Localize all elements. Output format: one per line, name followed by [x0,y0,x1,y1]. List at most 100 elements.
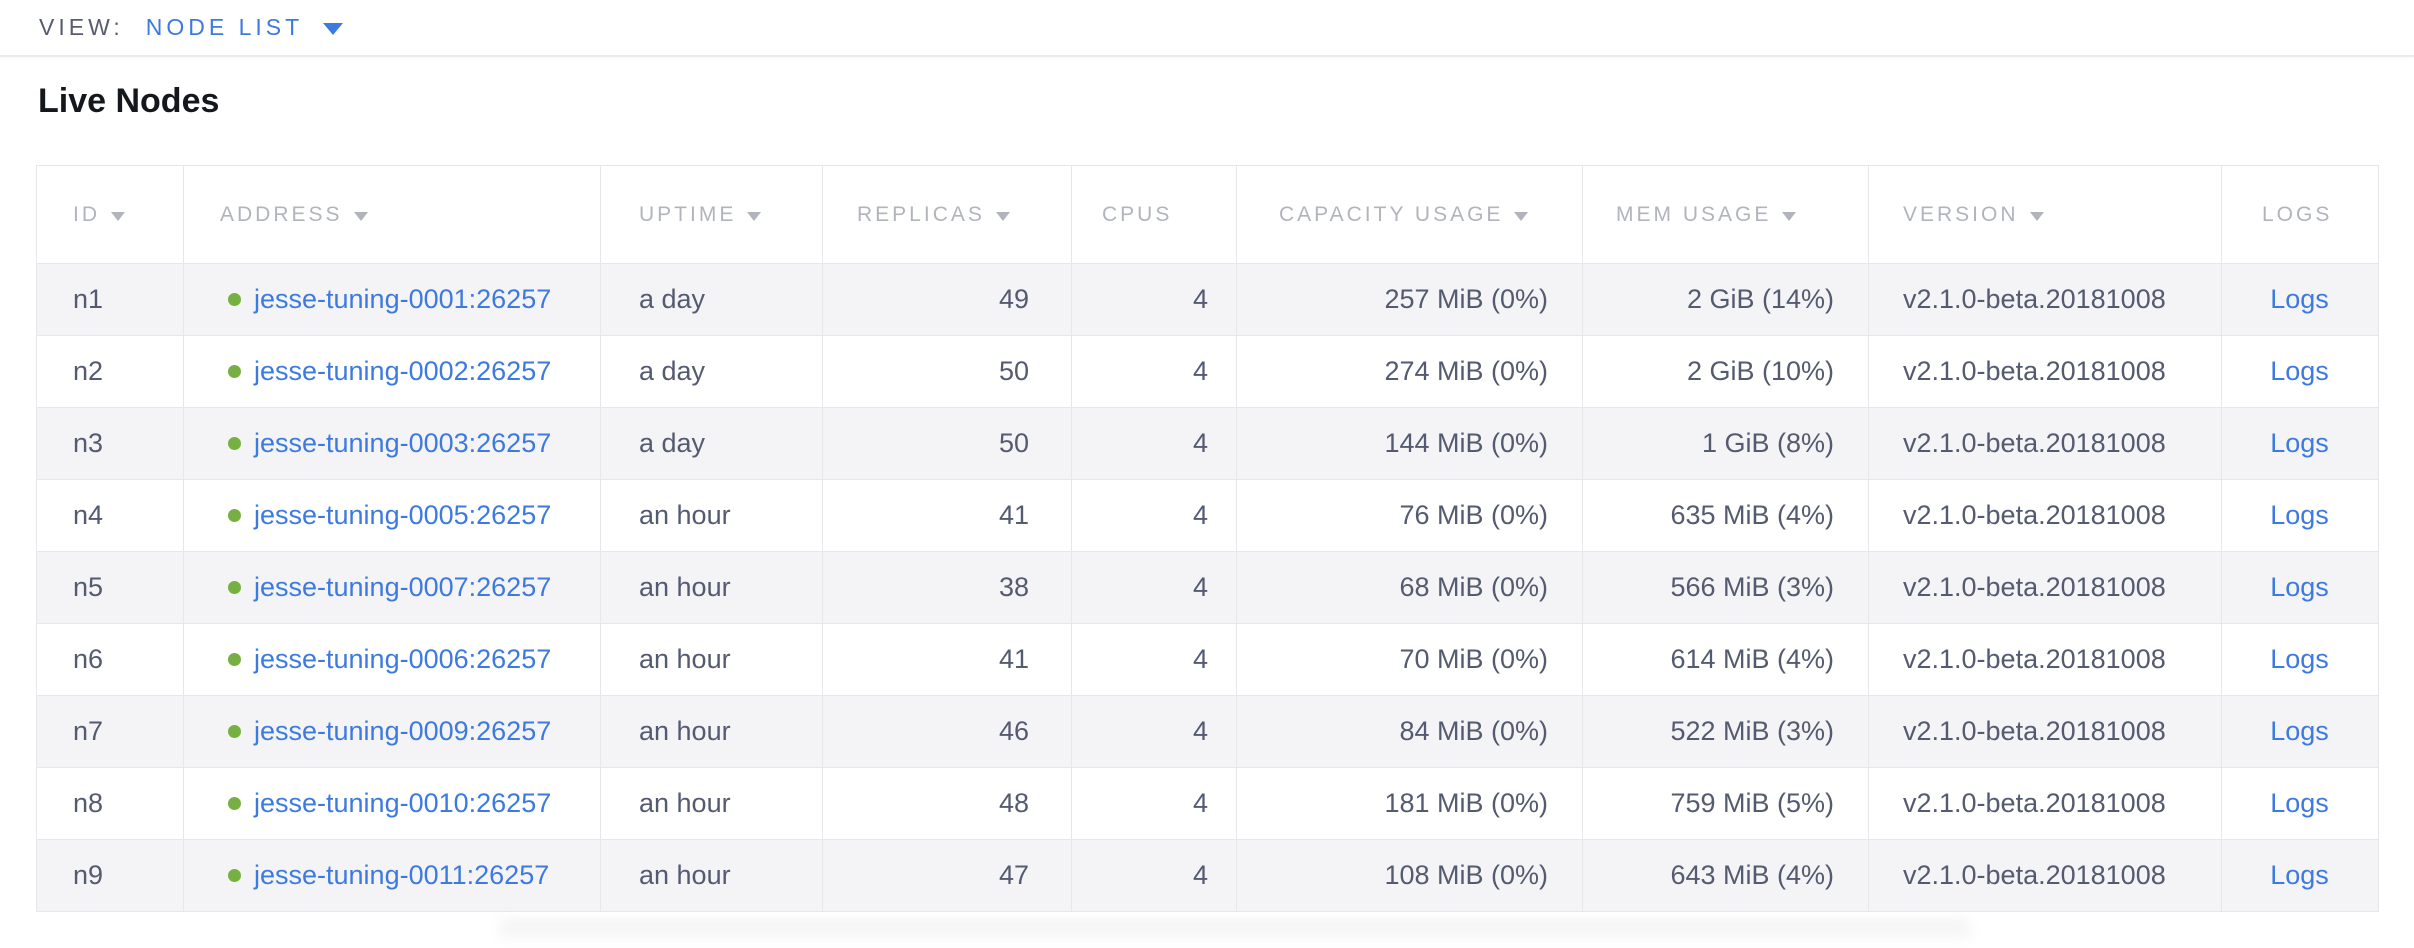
column-header-label: REPLICAS [857,203,985,226]
cell-id: n5 [37,552,184,624]
sort-desc-icon [2030,212,2044,221]
cell-replicas: 50 [823,408,1072,480]
column-header-id[interactable]: ID [37,166,184,264]
view-bar: VIEW: NODE LIST [0,0,2414,57]
cell-address: jesse-tuning-0011:26257 [184,840,601,912]
cell-capacity: 76 MiB (0%) [1237,480,1583,552]
column-header-label: CPUS [1102,203,1172,226]
column-header-capacity[interactable]: CAPACITY USAGE [1237,166,1583,264]
node-address-link[interactable]: jesse-tuning-0003:26257 [254,428,551,458]
cell-logs: Logs [2222,480,2379,552]
logs-link[interactable]: Logs [2270,500,2329,530]
column-header-mem[interactable]: MEM USAGE [1583,166,1869,264]
table-bottom-shadow [497,920,1972,944]
cell-version: v2.1.0-beta.20181008 [1869,336,2222,408]
node-live-status-icon [228,869,241,882]
node-address-link[interactable]: jesse-tuning-0002:26257 [254,356,551,386]
node-row: n2jesse-tuning-0002:26257a day504274 MiB… [37,336,2379,408]
node-address-link[interactable]: jesse-tuning-0005:26257 [254,500,551,530]
view-selected-value: NODE LIST [146,14,303,41]
cell-id: n8 [37,768,184,840]
cell-address: jesse-tuning-0009:26257 [184,696,601,768]
cell-mem: 522 MiB (3%) [1583,696,1869,768]
sort-desc-icon [1782,212,1796,221]
node-address-link[interactable]: jesse-tuning-0011:26257 [254,860,549,890]
node-live-status-icon [228,509,241,522]
logs-link[interactable]: Logs [2270,716,2329,746]
node-live-status-icon [228,797,241,810]
cell-capacity: 181 MiB (0%) [1237,768,1583,840]
cell-replicas: 47 [823,840,1072,912]
cell-capacity: 144 MiB (0%) [1237,408,1583,480]
cell-version: v2.1.0-beta.20181008 [1869,264,2222,336]
column-header-label: UPTIME [639,203,736,226]
node-row: n1jesse-tuning-0001:26257a day494257 MiB… [37,264,2379,336]
node-live-status-icon [228,725,241,738]
column-header-label: ADDRESS [220,203,343,226]
cell-address: jesse-tuning-0010:26257 [184,768,601,840]
cell-mem: 643 MiB (4%) [1583,840,1869,912]
cell-address: jesse-tuning-0006:26257 [184,624,601,696]
node-row: n8jesse-tuning-0010:26257an hour484181 M… [37,768,2379,840]
cell-uptime: an hour [601,552,823,624]
cell-uptime: a day [601,264,823,336]
cell-cpus: 4 [1072,336,1237,408]
cell-logs: Logs [2222,336,2379,408]
cell-cpus: 4 [1072,408,1237,480]
cell-id: n7 [37,696,184,768]
column-header-uptime[interactable]: UPTIME [601,166,823,264]
logs-link[interactable]: Logs [2270,860,2329,890]
cell-version: v2.1.0-beta.20181008 [1869,840,2222,912]
node-address-link[interactable]: jesse-tuning-0001:26257 [254,284,551,314]
cell-uptime: a day [601,408,823,480]
sort-desc-icon [996,212,1010,221]
cell-replicas: 38 [823,552,1072,624]
cell-address: jesse-tuning-0003:26257 [184,408,601,480]
column-header-label: LOGS [2262,203,2332,226]
node-address-link[interactable]: jesse-tuning-0009:26257 [254,716,551,746]
cell-logs: Logs [2222,408,2379,480]
page-title: Live Nodes [38,81,2378,121]
logs-link[interactable]: Logs [2270,644,2329,674]
node-live-status-icon [228,293,241,306]
logs-link[interactable]: Logs [2270,284,2329,314]
cell-cpus: 4 [1072,840,1237,912]
cell-version: v2.1.0-beta.20181008 [1869,768,2222,840]
cell-mem: 566 MiB (3%) [1583,552,1869,624]
chevron-down-icon [323,23,343,35]
main-content: Live Nodes ID ADDRESS UPTIME REPLICAS CPUS CA… [0,81,2414,944]
cell-uptime: an hour [601,480,823,552]
node-address-link[interactable]: jesse-tuning-0010:26257 [254,788,551,818]
cell-address: jesse-tuning-0005:26257 [184,480,601,552]
table-header-row: ID ADDRESS UPTIME REPLICAS CPUS CAPACITY USAG… [37,166,2379,264]
cell-logs: Logs [2222,624,2379,696]
node-live-status-icon [228,653,241,666]
logs-link[interactable]: Logs [2270,788,2329,818]
node-address-link[interactable]: jesse-tuning-0007:26257 [254,572,551,602]
node-address-link[interactable]: jesse-tuning-0006:26257 [254,644,551,674]
cell-mem: 635 MiB (4%) [1583,480,1869,552]
cell-mem: 759 MiB (5%) [1583,768,1869,840]
cell-id: n4 [37,480,184,552]
column-header-version[interactable]: VERSION [1869,166,2222,264]
cell-version: v2.1.0-beta.20181008 [1869,624,2222,696]
sort-desc-icon [111,212,125,221]
logs-link[interactable]: Logs [2270,428,2329,458]
cell-version: v2.1.0-beta.20181008 [1869,696,2222,768]
cell-id: n9 [37,840,184,912]
logs-link[interactable]: Logs [2270,572,2329,602]
node-live-status-icon [228,581,241,594]
cell-uptime: an hour [601,768,823,840]
cell-id: n3 [37,408,184,480]
column-header-replicas[interactable]: REPLICAS [823,166,1072,264]
node-row: n3 jesse-tuning-0003:26257 a day504144 MiB… [37,408,2379,480]
cell-id: n6 [37,624,184,696]
logs-link[interactable]: Logs [2270,356,2329,386]
column-header-label: CAPACITY USAGE [1279,203,1503,226]
view-selector[interactable]: NODE LIST [146,14,343,41]
cell-uptime: an hour [601,840,823,912]
cell-capacity: 68 MiB (0%) [1237,552,1583,624]
cell-uptime: a day [601,336,823,408]
column-header-address[interactable]: ADDRESS [184,166,601,264]
node-row: n5jesse-tuning-0007:26257an hour38468 Mi… [37,552,2379,624]
